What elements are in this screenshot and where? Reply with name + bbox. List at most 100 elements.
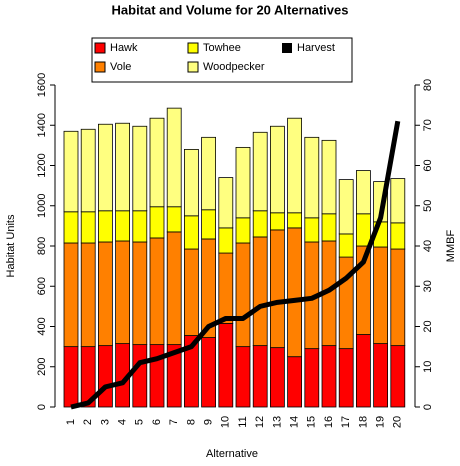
bar-segment bbox=[235, 242, 251, 348]
bar-segment bbox=[63, 130, 79, 213]
bar-segment bbox=[201, 337, 217, 408]
bar-segment bbox=[269, 229, 285, 349]
bar-segment bbox=[201, 136, 217, 211]
bar-segment bbox=[98, 345, 113, 408]
y2-tick-label: 40 bbox=[422, 240, 434, 252]
x-tick-label: 2 bbox=[82, 419, 94, 425]
bar-segment bbox=[252, 210, 268, 238]
y-tick-label: 200 bbox=[36, 358, 48, 376]
bar-segment bbox=[218, 252, 234, 324]
y-tick-label: 600 bbox=[36, 277, 48, 295]
legend-label: Vole bbox=[110, 61, 131, 73]
bar-segment bbox=[218, 227, 234, 254]
bar-segment bbox=[287, 117, 303, 214]
x-tick-label: 16 bbox=[323, 416, 335, 428]
bar-segment bbox=[115, 240, 130, 345]
legend-swatch bbox=[282, 43, 292, 53]
x-tick-label: 14 bbox=[289, 416, 301, 428]
bar-segment bbox=[218, 323, 234, 408]
y-tick-label: 1600 bbox=[36, 73, 48, 97]
legend-swatch bbox=[94, 61, 106, 73]
bar-segment bbox=[183, 148, 199, 217]
bar-segment bbox=[201, 209, 217, 240]
x-tick-label: 5 bbox=[134, 419, 146, 425]
bar-segment bbox=[63, 242, 79, 348]
bar-segment bbox=[287, 227, 303, 358]
x-tick-label: 6 bbox=[151, 419, 163, 425]
legend-swatch bbox=[187, 61, 199, 73]
x-tick-label: 17 bbox=[340, 416, 352, 428]
bar-segment bbox=[269, 347, 285, 408]
y-tick-label: 1200 bbox=[36, 153, 48, 177]
x-tick-label: 20 bbox=[392, 416, 404, 428]
x-tick-label: 8 bbox=[185, 419, 197, 425]
legend-swatch bbox=[94, 42, 106, 54]
y2-tick-label: 10 bbox=[422, 361, 434, 373]
bar-segment bbox=[321, 139, 337, 215]
bar-segment bbox=[80, 211, 96, 244]
bar-segment bbox=[321, 213, 337, 242]
bar-segment bbox=[63, 346, 79, 408]
legend-box bbox=[91, 37, 353, 83]
y-tick-label: 0 bbox=[36, 404, 48, 410]
chart-title: Habitat and Volume for 20 Alternatives bbox=[112, 2, 349, 17]
x-tick-label: 19 bbox=[375, 416, 387, 428]
bar-segment bbox=[63, 211, 79, 244]
bar-segment bbox=[132, 210, 148, 243]
y-tick-label: 400 bbox=[36, 317, 48, 335]
y2-tick-label: 50 bbox=[422, 200, 434, 212]
bar-segment bbox=[166, 107, 182, 208]
x-tick-label: 4 bbox=[117, 419, 129, 425]
x-axis-label: Alternative bbox=[206, 448, 258, 460]
y2-tick-label: 60 bbox=[422, 159, 434, 171]
x-tick-label: 18 bbox=[357, 416, 369, 428]
bar-segment bbox=[132, 344, 148, 408]
bar-segment bbox=[338, 348, 354, 408]
bar-segment bbox=[373, 343, 389, 408]
y-tick-label: 800 bbox=[36, 237, 48, 255]
y2-axis-label: MMBF bbox=[445, 230, 457, 263]
bar-segment bbox=[390, 248, 406, 347]
harvest-line bbox=[70, 120, 401, 410]
bar-segment bbox=[338, 233, 354, 258]
bar-segment bbox=[235, 346, 251, 408]
y-tick-label: 1000 bbox=[36, 194, 48, 218]
bar-segment bbox=[373, 246, 389, 345]
bar-segment bbox=[235, 217, 251, 244]
bar-segment bbox=[304, 136, 320, 219]
bar-segment bbox=[338, 179, 354, 235]
bar-segment bbox=[149, 117, 165, 208]
x-tick-label: 1 bbox=[65, 419, 77, 425]
bar-segment bbox=[98, 123, 113, 212]
bar-segment bbox=[287, 212, 303, 229]
legend-label: Towhee bbox=[203, 42, 241, 54]
bar-segment bbox=[149, 206, 165, 239]
bar-segment bbox=[132, 241, 148, 346]
bar-segment bbox=[218, 177, 234, 229]
x-tick-label: 15 bbox=[306, 416, 318, 428]
x-tick-label: 13 bbox=[271, 416, 283, 428]
y2-tick-label: 20 bbox=[422, 320, 434, 332]
y2-tick-label: 80 bbox=[422, 79, 434, 91]
bar-segment bbox=[80, 242, 96, 348]
x-tick-label: 3 bbox=[99, 419, 111, 425]
bar-segment bbox=[252, 236, 268, 347]
bar-segment bbox=[390, 178, 406, 224]
y2-tick-label: 30 bbox=[422, 280, 434, 292]
bar-segment bbox=[321, 345, 337, 408]
x-tick-label: 10 bbox=[220, 416, 232, 428]
bar-segment bbox=[98, 210, 113, 243]
legend-label: Hawk bbox=[110, 42, 138, 54]
bar-segment bbox=[390, 345, 406, 408]
bar-segment bbox=[98, 241, 113, 347]
bar-segment bbox=[132, 125, 148, 212]
x-tick-label: 7 bbox=[168, 419, 180, 425]
bar-segment bbox=[390, 222, 406, 250]
bar-segment bbox=[80, 128, 96, 213]
bar-segment bbox=[304, 348, 320, 408]
bar-segment bbox=[252, 345, 268, 408]
bar-segment bbox=[235, 146, 251, 219]
bar-segment bbox=[149, 237, 165, 346]
bar-segment bbox=[355, 213, 371, 247]
